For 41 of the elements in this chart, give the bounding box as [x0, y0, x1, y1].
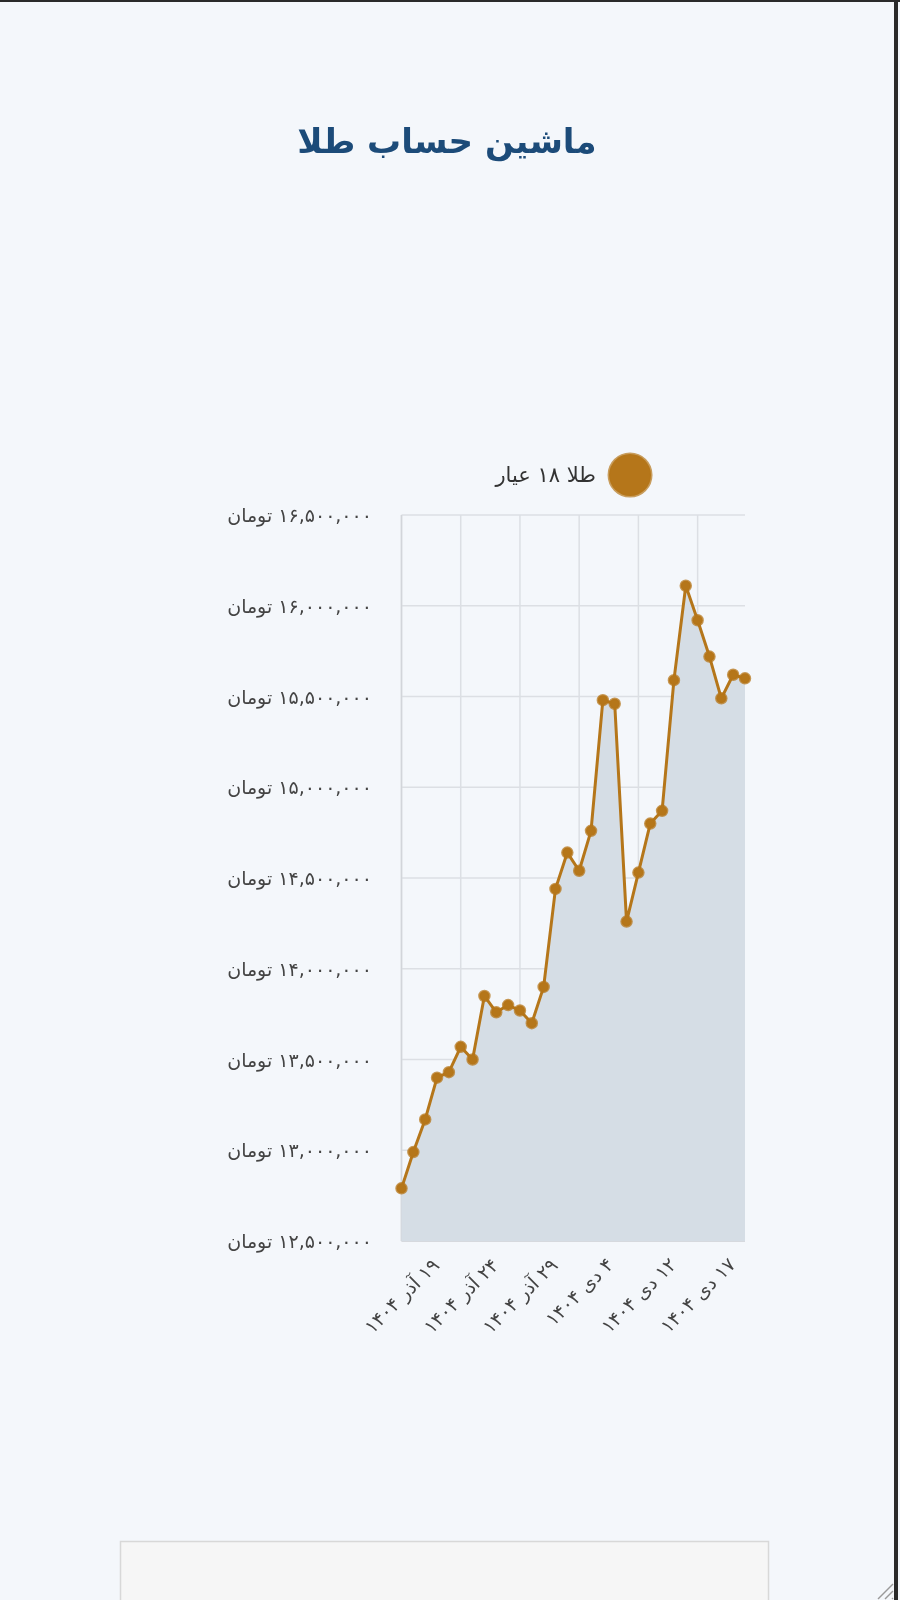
- point: [667, 673, 681, 687]
- legend-label: طلا ۱۸ عیار: [495, 463, 597, 487]
- point: [454, 1040, 467, 1054]
- point: [608, 697, 621, 711]
- point: [418, 1113, 432, 1126]
- y-tick: ۱۴,۵۰۰,۰۰۰ تومان: [227, 867, 372, 889]
- y-tick: ۱۳,۵۰۰,۰۰۰ تومان: [227, 1048, 372, 1071]
- point: [537, 980, 550, 994]
- title: ماشین حساب طلا: [297, 121, 597, 161]
- point: [572, 864, 586, 877]
- point: [490, 1006, 503, 1019]
- point: [715, 692, 728, 705]
- y-tick: ۱۳,۰۰۰,۰۰۰ تومان: [227, 1139, 372, 1162]
- point: [655, 804, 669, 818]
- point: [407, 1145, 420, 1159]
- point: [738, 672, 752, 685]
- point: [501, 998, 515, 1012]
- point: [679, 579, 693, 593]
- point: [430, 1071, 444, 1084]
- y-tick: ۱۵,۰۰۰,۰۰۰ تومان: [227, 776, 372, 799]
- y-tick: ۱۴,۰۰۰,۰۰۰ تومان: [227, 957, 372, 980]
- point: [632, 866, 645, 879]
- y-tick: ۱۲,۵۰۰,۰۰۰ تومان: [227, 1230, 372, 1252]
- point: [561, 846, 574, 859]
- y-tick: ۱۶,۰۰۰,۰۰۰ تومان: [227, 594, 372, 617]
- point: [596, 693, 610, 707]
- point: [395, 1182, 408, 1195]
- point: [442, 1065, 456, 1079]
- point: [620, 915, 633, 928]
- point: [691, 614, 704, 627]
- point: [525, 1016, 539, 1030]
- point: [478, 989, 491, 1003]
- point: [466, 1053, 479, 1066]
- point: [726, 668, 740, 681]
- point: [643, 817, 657, 830]
- point: [703, 650, 716, 663]
- y-tick: ۱۶,۵۰۰,۰۰۰ تومان: [227, 504, 372, 526]
- point: [549, 882, 562, 896]
- point: [584, 824, 598, 838]
- y-tick: ۱۵,۵۰۰,۰۰۰ تومان: [227, 685, 372, 708]
- point: [513, 1004, 527, 1017]
